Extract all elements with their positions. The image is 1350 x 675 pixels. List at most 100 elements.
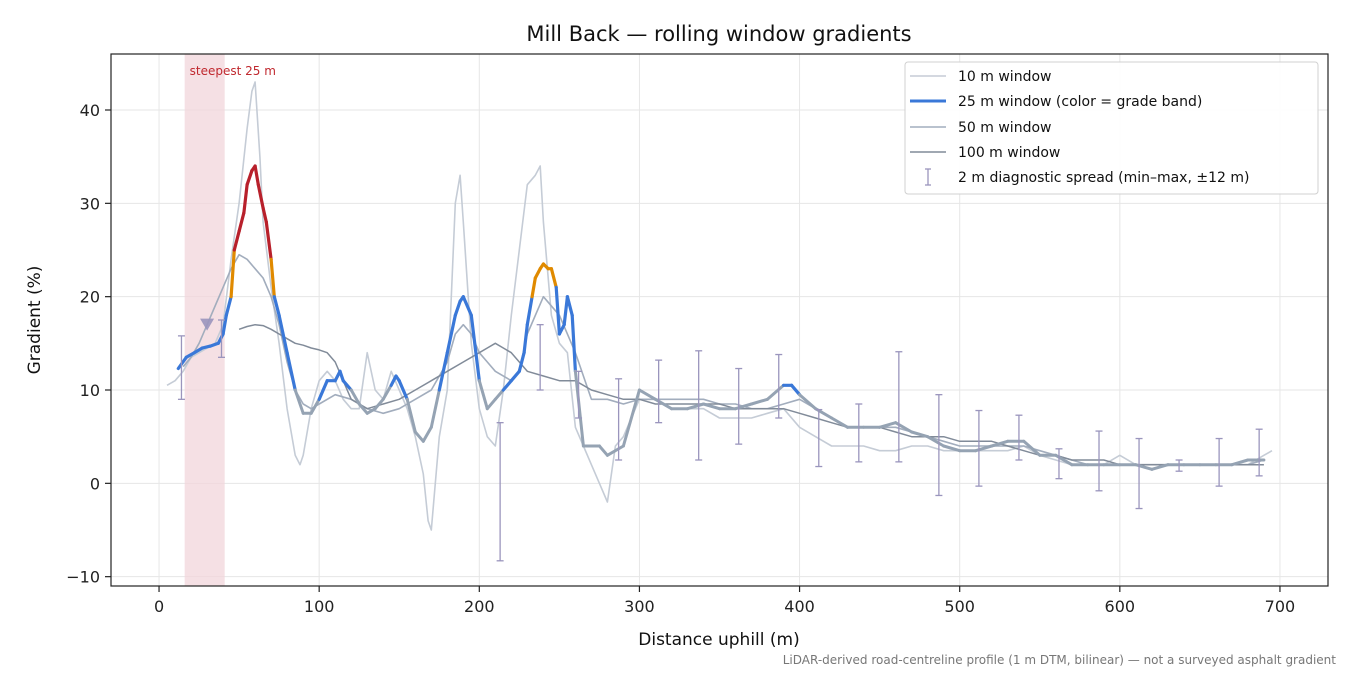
spread-error-bar — [217, 319, 225, 358]
y-tick-label: −10 — [66, 568, 100, 587]
y-axis-label: Gradient (%) — [25, 266, 45, 375]
series-50m-line — [182, 253, 1265, 466]
spread-error-bar — [177, 335, 185, 400]
spread-error-bar — [735, 367, 743, 445]
x-tick-label: 100 — [304, 597, 335, 616]
steepest-25m-marker — [200, 318, 215, 331]
series-25m-segment — [605, 444, 625, 457]
series-25m-segment — [766, 383, 786, 401]
series-layer — [166, 81, 1273, 531]
series-25m-segment — [1150, 463, 1170, 471]
series-25m-segment — [557, 323, 566, 336]
series-25m-segment — [277, 313, 289, 355]
legend-label-spread: 2 m diagnostic spread (min–max, ±12 m) — [958, 170, 1249, 186]
series-25m-segment — [525, 295, 534, 327]
series-25m-segment — [285, 351, 297, 392]
legend-label-10m: 10 m window — [958, 69, 1051, 85]
legend-swatch-spread — [925, 168, 931, 186]
series-25m-segment — [261, 206, 268, 224]
spread-error-bar — [655, 359, 663, 424]
footnote: LiDAR-derived road-centreline profile (1… — [783, 653, 1337, 667]
series-10m-line — [166, 81, 1273, 531]
x-axis-label: Distance uphill (m) — [638, 630, 799, 650]
series-25m-segment — [878, 421, 898, 429]
x-tick-label: 500 — [944, 597, 975, 616]
legend-label-25m: 25 m window (color = grade band) — [958, 94, 1202, 110]
spread-error-bar — [496, 422, 504, 562]
legend: 10 m window 25 m window (color = grade b… — [904, 61, 1319, 195]
y-tick-label: 40 — [80, 101, 100, 120]
series-25m-segment — [926, 435, 946, 448]
series-25m-segment — [554, 285, 562, 336]
series-25m-segment — [493, 388, 505, 401]
spread-error-bar — [935, 394, 943, 497]
x-tick-label: 400 — [784, 597, 815, 616]
legend-label-100m: 100 m window — [958, 145, 1060, 161]
series-25m-segment — [565, 295, 574, 317]
series-25m-segment — [1230, 458, 1250, 467]
x-tick-label: 600 — [1105, 597, 1136, 616]
series-25m-segment — [373, 397, 385, 411]
axis-ticks: 0 100 200 300 400 500 600 700 −10 0 10 20 30 40 — [66, 101, 1295, 616]
series-25m-segment — [477, 379, 489, 411]
spread-error-bar — [775, 353, 783, 419]
series-25m-segment — [381, 383, 393, 401]
series-25m-segment — [365, 407, 377, 415]
series-100m-line — [238, 323, 1264, 466]
series-25m-segment — [830, 416, 850, 429]
series-25m-segment — [269, 257, 276, 299]
series-25m-segment — [224, 295, 233, 317]
y-tick-label: 10 — [80, 381, 100, 400]
spread-error-bar — [1015, 414, 1023, 461]
series-25m-segment — [750, 397, 769, 406]
series-25m-segment — [253, 164, 260, 187]
series-25m-segment — [637, 388, 657, 401]
series-25m-segment — [341, 379, 353, 392]
spread-error-bar — [536, 324, 544, 391]
series-25m-segment — [990, 439, 1010, 448]
spread-error-bar — [1175, 459, 1183, 472]
series-25m-segment — [309, 397, 321, 415]
series-25m-segment — [469, 313, 481, 383]
series-25m-segment — [570, 313, 578, 373]
series-25m-segment — [293, 388, 305, 415]
series-25m-segment — [509, 369, 521, 383]
series-25m-segment — [910, 430, 930, 439]
legend-box — [904, 61, 1319, 195]
series-25m-segment — [437, 351, 449, 392]
spread-error-bar — [1095, 430, 1103, 492]
spread-error-bar — [1135, 437, 1143, 510]
spread-error-bar — [615, 378, 623, 461]
series-25m-segment — [256, 183, 265, 210]
series-25m-segment — [245, 169, 254, 187]
series-25m-segment — [702, 402, 721, 411]
chart-title: Mill Back — rolling window gradients — [526, 22, 911, 46]
steepest-25m-label: steepest 25 m — [190, 64, 276, 78]
series-25m-segment — [405, 397, 417, 434]
x-tick-label: 200 — [464, 597, 495, 616]
series-25m-segment — [621, 388, 641, 448]
series-25m-segment — [429, 388, 441, 429]
spread-error-bar — [855, 403, 863, 463]
spread-error-bar — [1055, 448, 1063, 480]
series-25m-segment — [317, 379, 329, 401]
series-25m-segment — [221, 313, 228, 336]
legend-label-50m: 50 m window — [958, 120, 1051, 136]
series-25m-segment — [597, 444, 609, 457]
series-25m-segment — [549, 267, 558, 289]
series-25m-segment — [686, 402, 705, 411]
spread-error-bar — [1215, 437, 1223, 487]
series-25m-segment — [338, 369, 345, 383]
series-25m-segment — [942, 444, 962, 453]
x-tick-label: 0 — [154, 597, 164, 616]
y-tick-label: 30 — [80, 194, 100, 213]
series-25m-segment — [229, 248, 236, 299]
series-25m-segment — [349, 388, 361, 406]
diagnostic-spread-layer — [177, 319, 1263, 562]
series-25m-segment — [1022, 439, 1042, 457]
x-tick-label: 700 — [1265, 597, 1296, 616]
series-25m-segment — [397, 379, 409, 401]
series-25m-segment — [264, 220, 273, 261]
series-25m-segment — [501, 379, 513, 392]
